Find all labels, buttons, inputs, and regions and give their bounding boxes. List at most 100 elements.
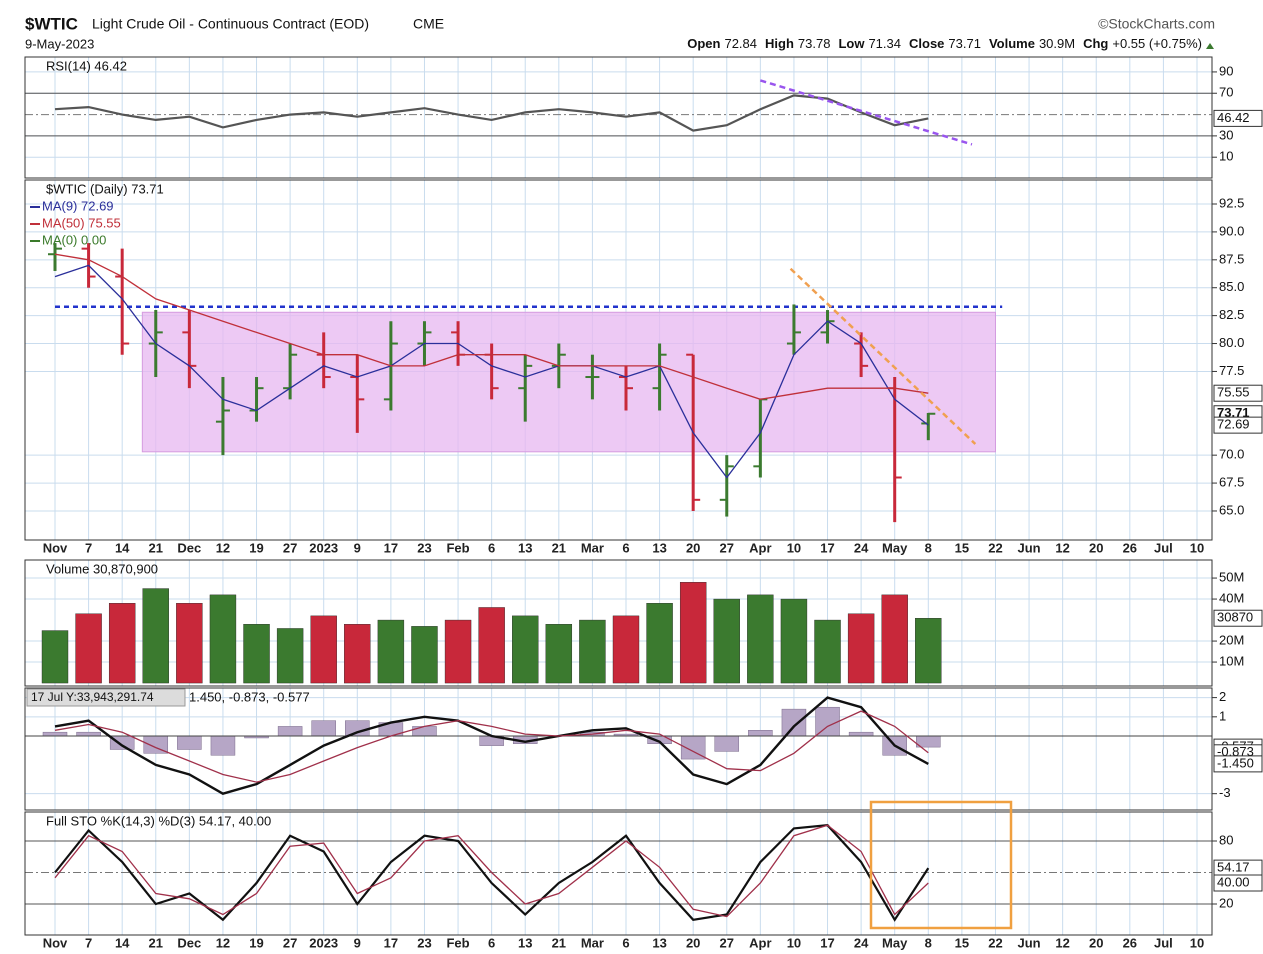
x-tick-label: 6 (488, 540, 495, 555)
series-line (54, 696, 929, 795)
quote-key: Volume (989, 36, 1035, 51)
volume-bar (411, 626, 438, 684)
x-tick-label: 6 (622, 540, 629, 555)
histogram-bar (42, 731, 68, 737)
x-tick-label: 17 (384, 540, 398, 555)
quote-key: High (765, 36, 794, 51)
plot (48, 243, 1003, 523)
x-tick-label: 10 (1190, 935, 1204, 950)
quote-key: Open (687, 36, 720, 51)
histogram-bar (781, 708, 807, 737)
x-tick-label: 22 (988, 540, 1002, 555)
last-value-label: 30870 (1217, 610, 1253, 625)
y-tick-label: 10M (1219, 653, 1244, 668)
volume-bar (679, 582, 707, 684)
x-tick-label: May (882, 540, 908, 555)
series-line (54, 264, 929, 479)
volume-bar (478, 607, 505, 684)
y-tick-label: 20M (1219, 632, 1244, 647)
legend-entry: MA(0) 0.00 (42, 232, 106, 247)
last-value-label: 46.42 (1217, 110, 1250, 125)
volume-bar (579, 619, 606, 684)
series-line (54, 824, 929, 918)
quote-key: Chg (1083, 36, 1108, 51)
y-tick-label: 87.5 (1219, 251, 1244, 266)
x-tick-label: 27 (283, 540, 297, 555)
y-tick-label: -3 (1219, 785, 1231, 800)
last-value-box (1213, 755, 1263, 773)
x-tick-label: 21 (552, 540, 566, 555)
last-value-box (1213, 416, 1263, 434)
x-tick-label: Jun (1017, 540, 1040, 555)
volume-bar (276, 628, 304, 684)
y-tick-label: 40M (1219, 590, 1244, 605)
y-tick-label: 10 (1219, 149, 1233, 164)
legend-entry: MA(9) 72.69 (42, 198, 114, 213)
x-tick-label: 13 (652, 540, 666, 555)
tooltip-box (26, 688, 186, 707)
x-tick-label: 15 (955, 540, 969, 555)
x-tick-label: 21 (149, 935, 163, 950)
quote-value: 71.34 (868, 36, 901, 51)
quote-key: Close (909, 36, 944, 51)
panel-title: Volume 30,870,900 (46, 561, 158, 576)
x-tick-label: Dec (177, 935, 201, 950)
series-line (54, 710, 929, 783)
x-tick-label: Jul (1154, 935, 1173, 950)
instrument-name: Light Crude Oil - Continuous Contract (E… (92, 16, 369, 32)
x-tick-label: 19 (249, 540, 263, 555)
x-tick-label: 17 (384, 935, 398, 950)
panel (25, 57, 1212, 178)
exchange: CME (413, 16, 444, 32)
date: 9-May-2023 (25, 36, 94, 51)
x-tick-label: 7 (85, 935, 92, 950)
x-tick-label: 26 (1123, 935, 1137, 950)
y-tick-label: 65.0 (1219, 502, 1244, 517)
last-value-label: 72.69 (1217, 417, 1250, 432)
histogram-bar (748, 730, 773, 737)
y-tick-label: 85.0 (1219, 279, 1244, 294)
x-tick-label: 12 (216, 935, 230, 950)
volume-bar (747, 594, 774, 684)
volume-bar (915, 618, 942, 684)
panel-title: Full STO %K(14,3) %D(3) 54.17, 40.00 (46, 813, 271, 828)
last-value-label: 54.17 (1217, 860, 1250, 875)
volume-bar (209, 594, 237, 684)
histogram-bar (177, 735, 202, 750)
volume-bar (847, 613, 875, 684)
tooltip: 17 Jul Y:33,943,291.74 (31, 690, 154, 704)
x-tick-label: 20 (1089, 935, 1103, 950)
x-tick-label: 12 (216, 540, 230, 555)
x-tick-label: 13 (652, 935, 666, 950)
volume-bar (814, 619, 841, 684)
volume-bar (612, 615, 640, 684)
x-tick-label: 12 (1055, 935, 1069, 950)
y-tick-label: 82.5 (1219, 307, 1244, 322)
volume-bar (75, 613, 102, 684)
x-tick-label: 8 (925, 540, 932, 555)
quote-value: 73.71 (948, 36, 981, 51)
x-tick-label: 27 (283, 935, 297, 950)
x-tick-label: 6 (622, 935, 629, 950)
panel-frame (24, 687, 1213, 811)
volume-bar (344, 624, 371, 684)
x-tick-label: 13 (518, 935, 532, 950)
volume-bar (108, 603, 136, 684)
last-value-box (1213, 384, 1263, 402)
panel-title: $WTIC (Daily) 73.71 (46, 181, 164, 196)
x-tick-label: 21 (149, 540, 163, 555)
series-line (54, 94, 929, 132)
y-tick-label: 70 (1219, 85, 1233, 100)
highlight-box (869, 800, 1013, 930)
x-tick-label: 19 (249, 935, 263, 950)
volume-bar (512, 615, 539, 684)
last-value-label: -1.450 (1217, 755, 1254, 770)
y-tick-label: 77.5 (1219, 363, 1244, 378)
x-tick-label: 14 (115, 935, 130, 950)
x-tick-label: 23 (417, 540, 431, 555)
y-tick-label: 92.5 (1219, 195, 1244, 210)
x-tick-label: Dec (177, 540, 201, 555)
last-value-box (1213, 109, 1263, 127)
x-tick-label: 20 (686, 935, 700, 950)
x-tick-label: Nov (43, 935, 68, 950)
